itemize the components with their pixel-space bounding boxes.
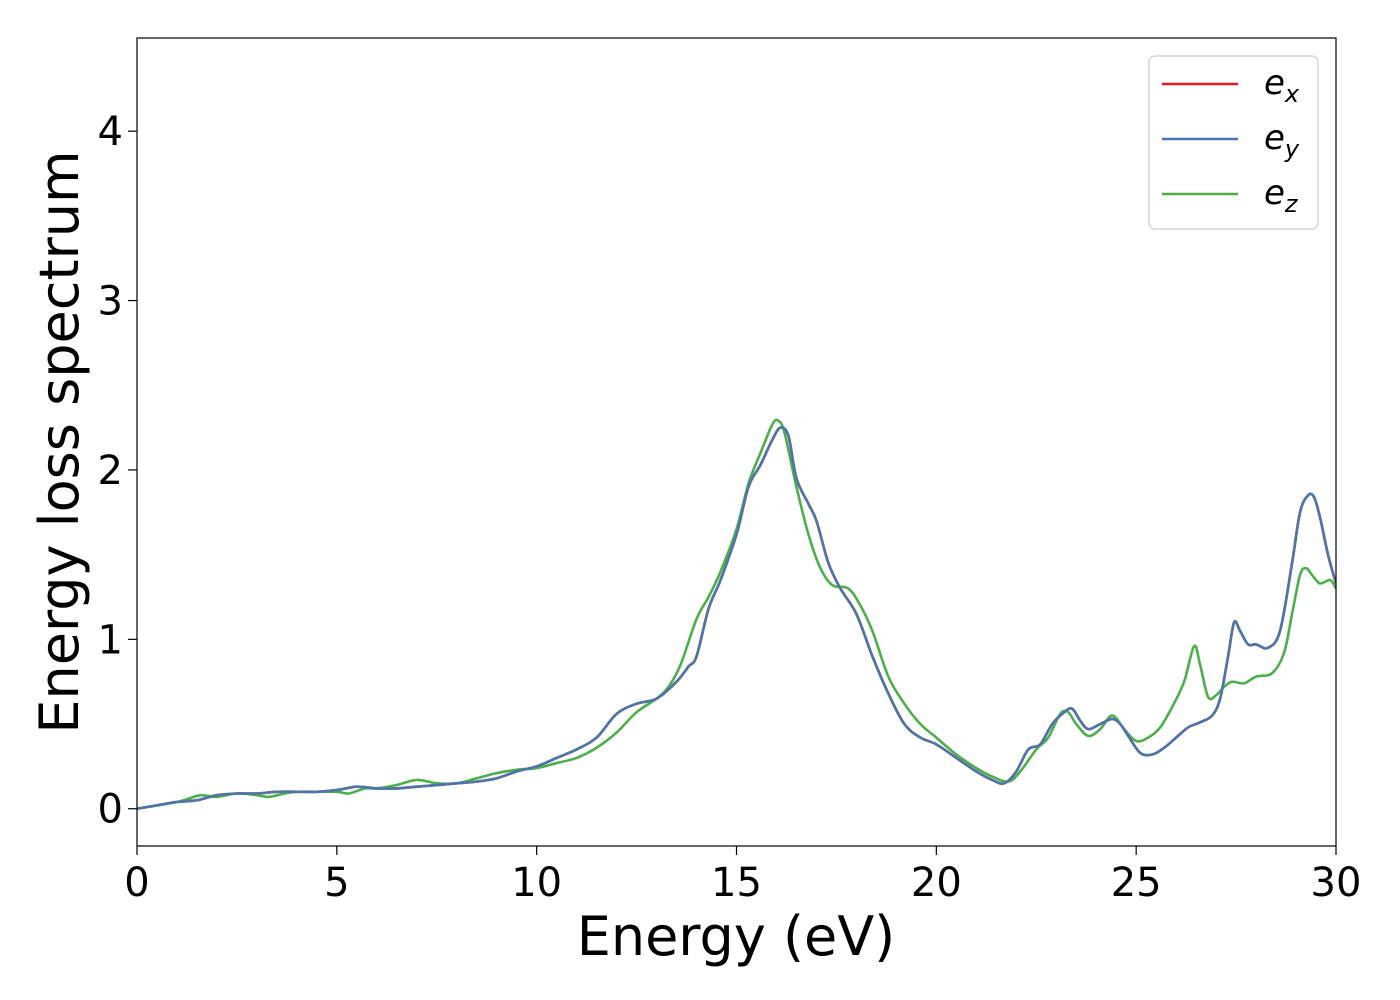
y-tick-label: 1: [98, 617, 123, 663]
y-tick-label: 4: [98, 109, 123, 155]
plot-area: [137, 38, 1336, 846]
y-tick-label: 2: [98, 448, 123, 494]
x-axis-ticks: 0 5 10 15 20 25 30: [124, 846, 1361, 906]
y-axis-ticks: 0 1 2 3 4: [98, 109, 137, 833]
series-line-e-y: [137, 426, 1336, 811]
x-tick-label: 10: [511, 860, 562, 906]
x-tick-label: 25: [1111, 860, 1162, 906]
series-lines: [137, 418, 1336, 811]
x-tick-label: 20: [911, 860, 962, 906]
y-tick-label: 3: [98, 279, 123, 325]
legend-label-y: ey: [1264, 118, 1300, 163]
y-axis-label: Energy loss spectrum: [28, 150, 91, 733]
legend-box: [1148, 55, 1319, 230]
legend: ex ey ez: [1148, 55, 1319, 230]
x-tick-label: 0: [124, 860, 149, 906]
legend-label-x: ex: [1264, 63, 1300, 108]
x-tick-label: 15: [711, 860, 762, 906]
x-axis-label: Energy (eV): [577, 905, 896, 968]
y-tick-label: 0: [98, 787, 123, 833]
legend-label-z: ez: [1264, 173, 1299, 218]
x-tick-label: 30: [1311, 860, 1362, 906]
x-tick-label: 5: [324, 860, 349, 906]
